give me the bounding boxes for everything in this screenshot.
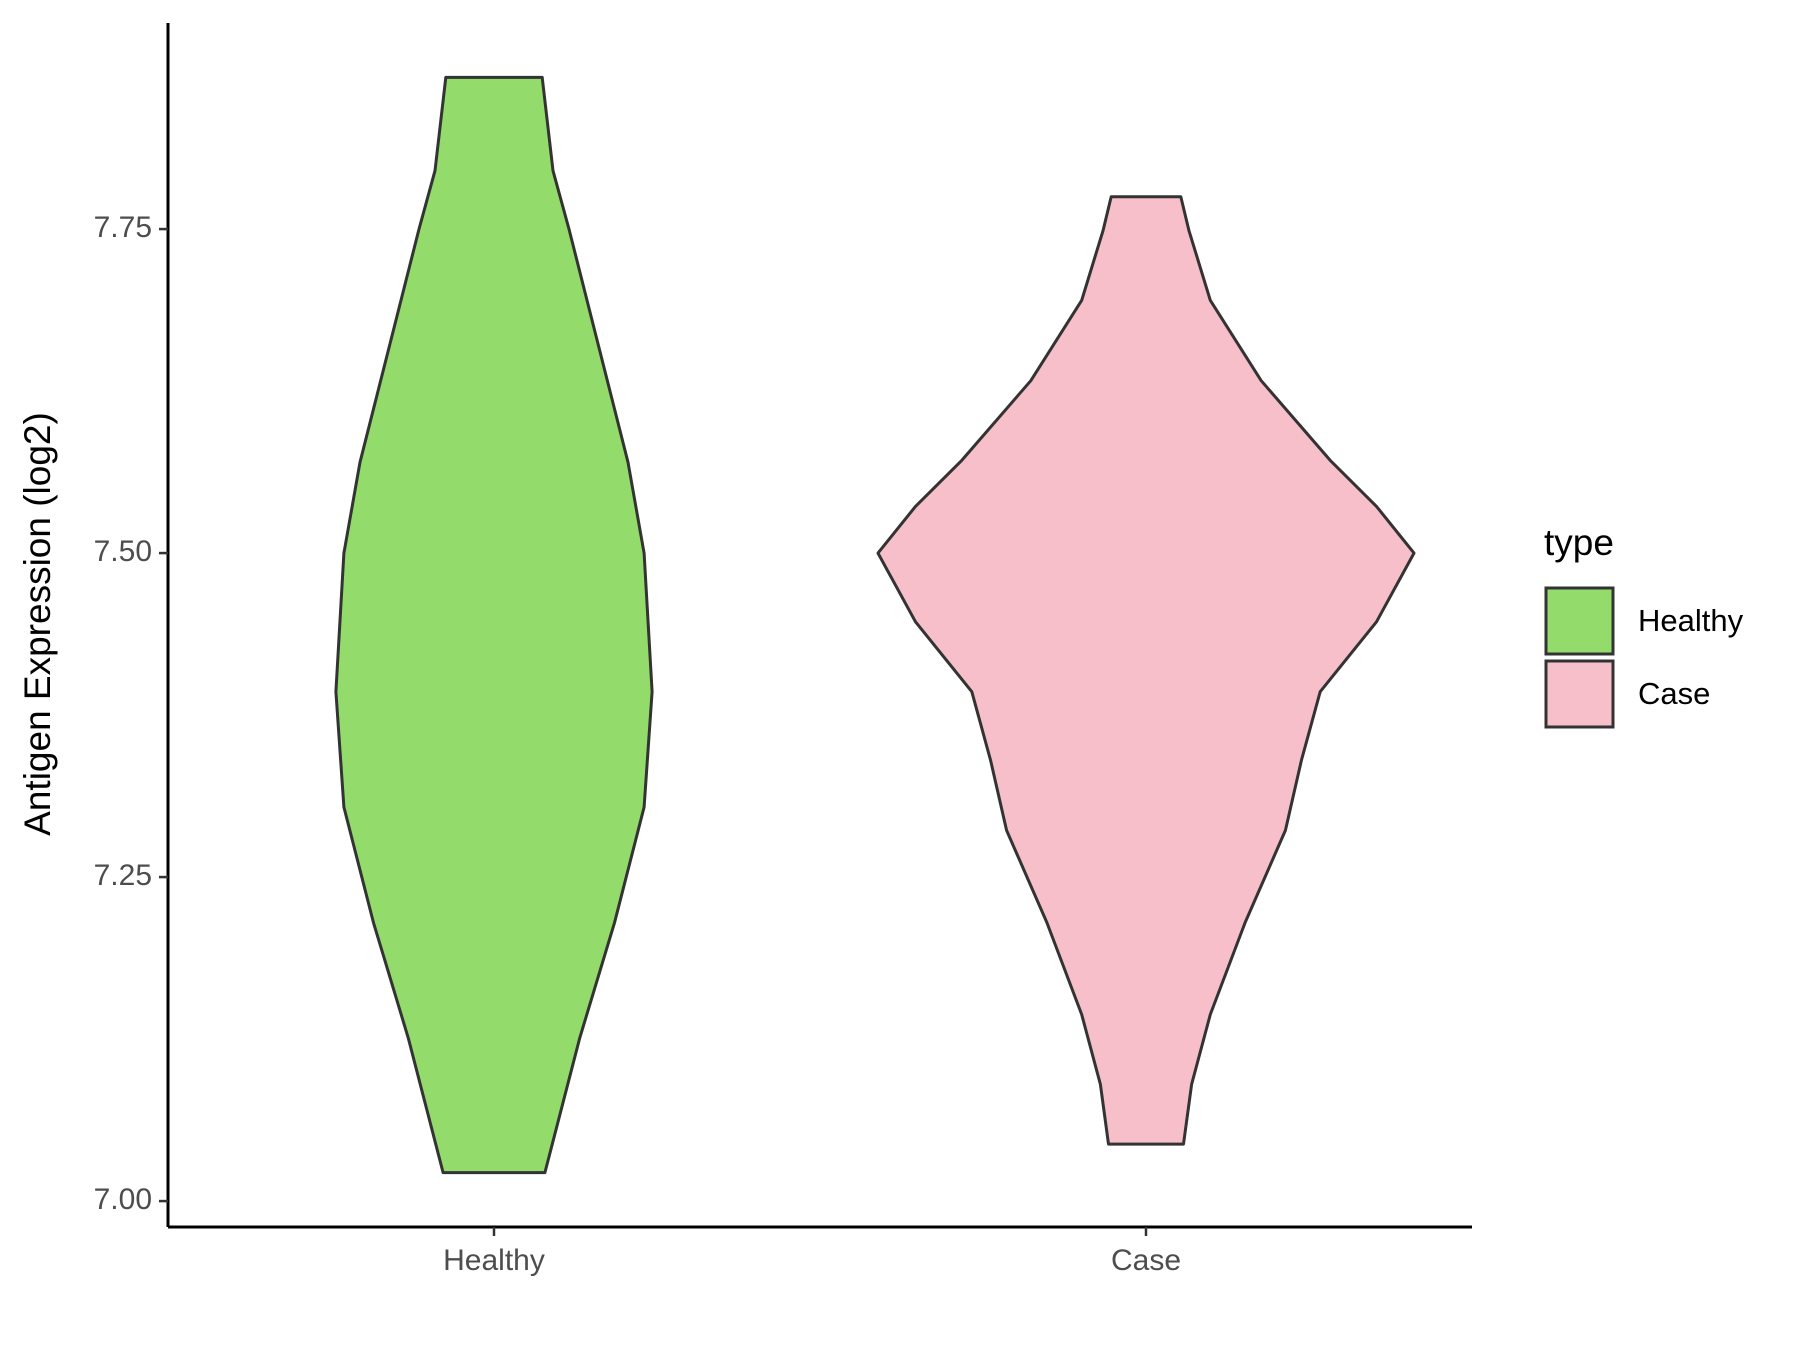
y-tick-label: 7.00 (94, 1183, 152, 1216)
y-tick-label: 7.50 (94, 535, 152, 568)
legend-key (1544, 586, 1615, 656)
violin (876, 195, 1416, 1146)
x-tick-label: Case (1111, 1244, 1181, 1277)
y-axis-title: Antigen Expression (log2) (17, 412, 58, 836)
legend-title: type (1544, 522, 1614, 563)
x-tick-label: Healthy (443, 1244, 545, 1277)
y-tick-label: 7.25 (94, 859, 152, 892)
legend-key (1544, 659, 1615, 729)
legend-label: Healthy (1638, 603, 1744, 638)
y-tick-label: 7.75 (94, 211, 152, 244)
violin (334, 75, 654, 1175)
legend-label: Case (1638, 676, 1710, 711)
